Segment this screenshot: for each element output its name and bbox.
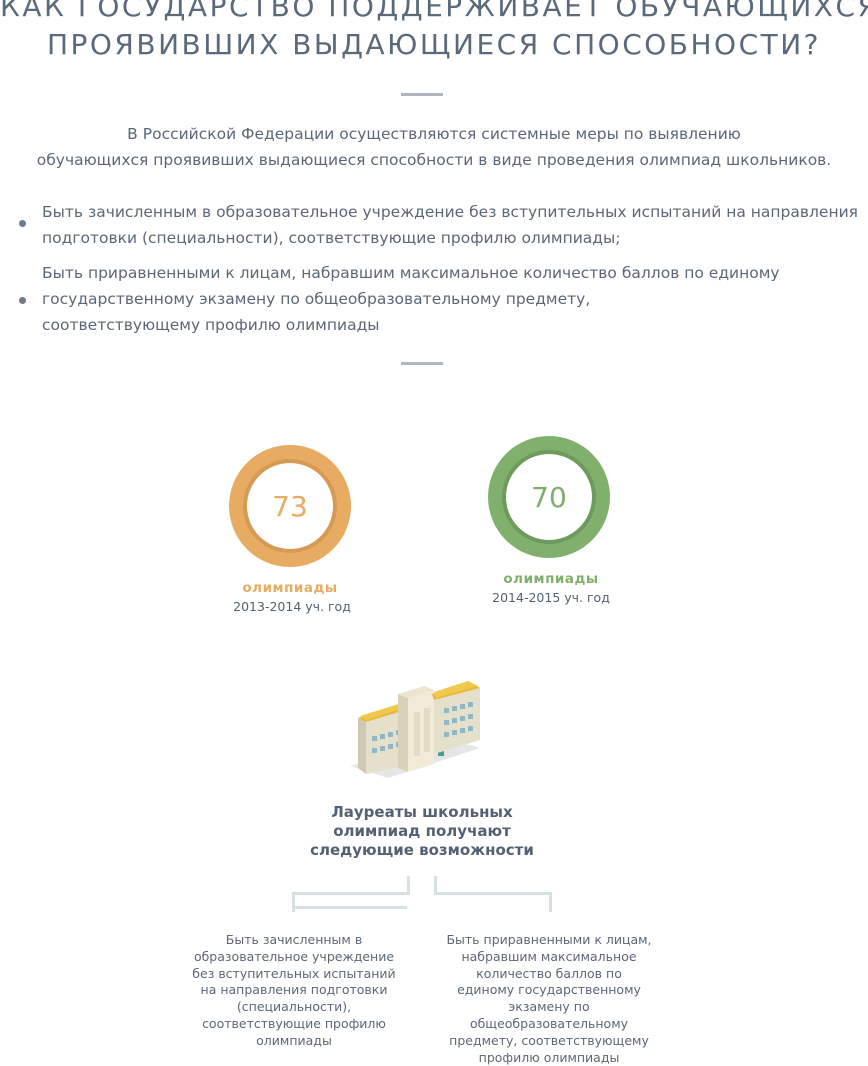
option-right-line: Быть приравненными к лицам, xyxy=(446,932,652,947)
stat-ring-2014: 70 xyxy=(488,436,610,558)
option-left-line: на направления подготовки xyxy=(200,982,388,998)
stat-year-2014: 2014-2015 уч. год xyxy=(492,590,610,605)
option-left-line: соответствующие профилю xyxy=(202,1015,386,1031)
option-right-line: набравшим максимальное xyxy=(461,948,637,964)
option-right-line: предмету, соответствующему xyxy=(449,1032,649,1048)
bullet-item-2: Быть приравненными к лицам, набравшим ма… xyxy=(42,260,868,338)
bracket-left xyxy=(292,876,407,909)
divider-top xyxy=(401,93,443,96)
option-left-line: без вступительных испытаний xyxy=(192,965,396,981)
option-right-line: профилю олимпиады xyxy=(478,1049,620,1065)
page-title: КАК ГОСУДАРСТВО ПОДДЕРЖИВАЕТ ОБУЧАЮЩИХСЯ… xyxy=(0,0,868,64)
bracket-right-leg xyxy=(549,892,552,912)
stat-value-2013: 73 xyxy=(247,463,333,549)
caption-line-3: следующие возможности xyxy=(310,841,534,859)
bullet-item-2-line-2: государственному экзамену по общеобразов… xyxy=(42,290,591,308)
bullet-item-1-line-2: подготовки (специальности), соответствую… xyxy=(42,229,621,247)
bullet-item-1-line-1: Быть зачисленным в образовательное учреж… xyxy=(42,203,858,221)
bullet-item-1: Быть зачисленным в образовательное учреж… xyxy=(42,199,868,251)
option-right-line: экзамену по xyxy=(508,999,590,1015)
bracket-right-bar xyxy=(434,892,552,895)
bracket-left-stem xyxy=(407,876,410,895)
option-left: Быть зачисленным в образовательное учреж… xyxy=(184,932,404,1050)
school-building-icon xyxy=(350,681,480,778)
bullet-dot-icon xyxy=(19,220,26,227)
bracket-left-bar xyxy=(292,892,410,895)
stat-label-2014: олимпиады xyxy=(503,571,599,587)
option-left-line: (специальности), xyxy=(236,999,352,1015)
stat-value-2014: 70 xyxy=(506,454,592,540)
bullet-item-2-line-1: Быть приравненными к лицам, набравшим ма… xyxy=(42,264,780,282)
option-left-line: Быть зачисленным в xyxy=(225,932,363,947)
intro-paragraph: В Российской Федерации осуществляются си… xyxy=(10,121,858,173)
page-title-line-2: ПРОЯВИВШИХ ВЫДАЮЩИЕСЯ СПОСОБНОСТИ? xyxy=(46,28,822,61)
caption-line-1: Лауреаты школьных xyxy=(331,803,513,821)
stat-ring-2013: 73 xyxy=(229,445,351,567)
option-right-line: общеобразовательному xyxy=(469,1015,629,1031)
option-right-line: единому государственному xyxy=(457,982,641,998)
bullet-item-2-line-3: соответствующему профилю олимпиады xyxy=(42,316,380,334)
opportunities-caption: Лауреаты школьных олимпиад получают след… xyxy=(284,803,560,860)
caption-line-2: олимпиад получают xyxy=(333,822,511,840)
option-right-line: количество баллов по xyxy=(476,965,622,981)
page-title-line-1: КАК ГОСУДАРСТВО ПОДДЕРЖИВАЕТ ОБУЧАЮЩИХСЯ… xyxy=(0,0,868,23)
divider-middle xyxy=(401,362,443,365)
intro-line-1: В Российской Федерации осуществляются си… xyxy=(127,125,741,143)
bracket-left-leg xyxy=(292,892,295,912)
option-left-line: образовательное учреждение xyxy=(193,948,395,964)
bullet-dot-icon xyxy=(19,297,26,304)
option-left-line: олимпиады xyxy=(256,1032,332,1048)
bracket-right-stem xyxy=(434,876,437,895)
intro-line-2: обучающихся проявивших выдающиеся способ… xyxy=(36,151,832,169)
stat-label-2013: олимпиады xyxy=(242,580,338,596)
stat-year-2013: 2013-2014 уч. год xyxy=(233,599,351,614)
option-right: Быть приравненными к лицам, набравшим ма… xyxy=(438,932,660,1066)
